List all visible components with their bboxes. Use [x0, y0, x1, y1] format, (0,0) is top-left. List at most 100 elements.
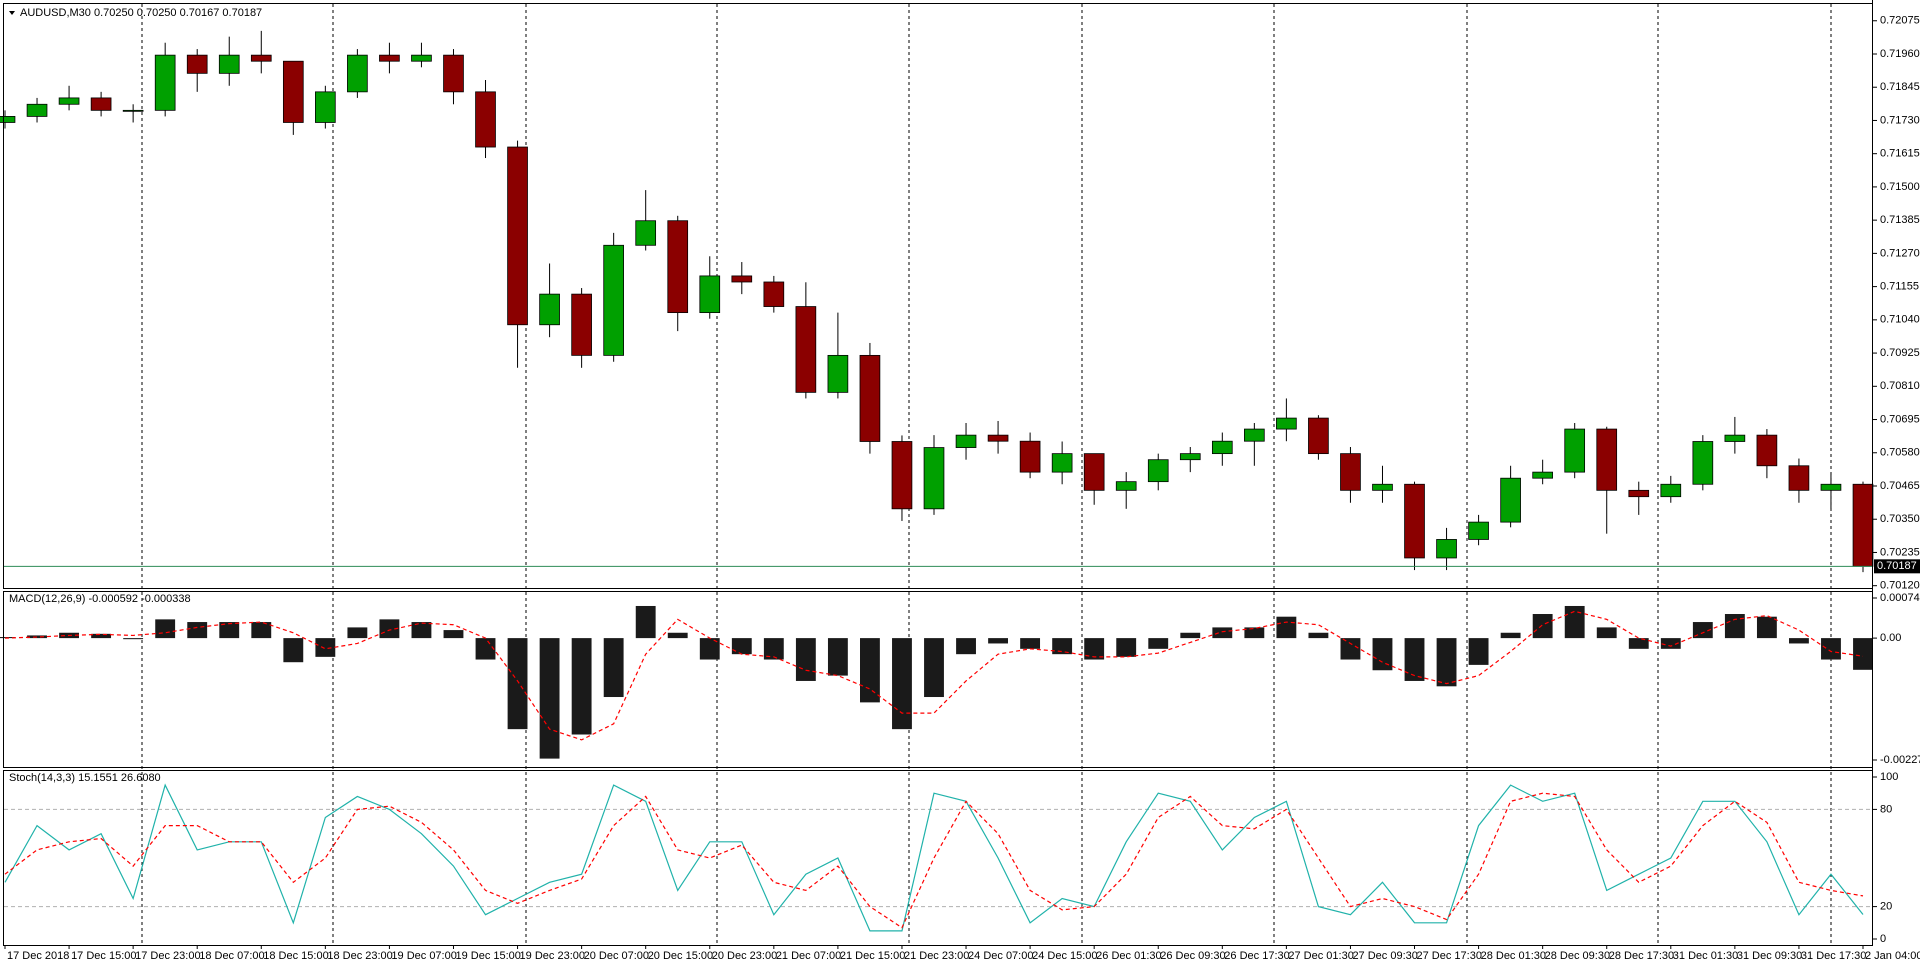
- y-tick-label: 0.70925: [1880, 347, 1920, 359]
- macd-bar: [1628, 638, 1649, 649]
- macd-bar: [91, 633, 112, 639]
- macd-bar: [699, 638, 720, 660]
- macd-bar: [860, 638, 880, 703]
- x-tick-label: 2 Jan 04:00: [1865, 950, 1920, 962]
- candle-body: [859, 354, 881, 442]
- x-tick-label: 18 Dec 07:00: [199, 950, 264, 962]
- y-tick-label: 100: [1880, 771, 1898, 783]
- x-tick-label: 19 Dec 15:00: [455, 950, 520, 962]
- x-tick-label: 21 Dec 23:00: [904, 950, 969, 962]
- candle-body: [315, 91, 336, 123]
- last-price-box: [1874, 559, 1920, 574]
- candle-body: [1820, 483, 1842, 491]
- macd-bar: [956, 638, 976, 655]
- x-tick-label: 24 Dec 07:00: [968, 950, 1033, 962]
- candle-body: [1692, 441, 1714, 485]
- y-tick-label: 0.71270: [1880, 247, 1920, 259]
- candle-body: [1083, 453, 1105, 491]
- macd-bar: [123, 638, 144, 640]
- macd-bar: [763, 638, 784, 660]
- y-tick-label: 0.70465: [1880, 480, 1920, 492]
- macd-bar: [1821, 638, 1841, 660]
- y-tick-label: 0.70695: [1880, 413, 1920, 425]
- y-tick-label: 0.71730: [1880, 114, 1920, 126]
- macd-bar: [1212, 627, 1233, 639]
- candle-body: [1019, 440, 1041, 473]
- macd-header: MACD(12,26,9) -0.000592 -0.000338: [9, 593, 191, 605]
- macd-bar: [827, 638, 848, 676]
- macd-bar: [251, 622, 272, 639]
- candle-body: [1308, 417, 1329, 455]
- x-tick-label: 27 Dec 17:30: [1417, 950, 1482, 962]
- x-tick-label: 28 Dec 09:30: [1545, 950, 1610, 962]
- x-tick-label: 20 Dec 07:00: [584, 950, 649, 962]
- candle-body: [955, 434, 977, 448]
- candle-body: [90, 97, 112, 111]
- y-tick-label: 0.70580: [1880, 447, 1920, 459]
- y-tick-label: 0.70350: [1880, 513, 1920, 525]
- macd-bar: [1084, 638, 1105, 660]
- y-tick-label: 20: [1880, 901, 1892, 913]
- candle-body: [282, 60, 304, 123]
- macd-bar: [443, 630, 464, 639]
- macd-bar: [219, 622, 240, 639]
- candle-body: [699, 275, 721, 314]
- macd-bar: [635, 605, 656, 639]
- candle-body: [443, 54, 464, 93]
- macd-bar: [475, 638, 496, 660]
- macd-bar: [1116, 638, 1137, 657]
- y-tick-label: 0.71155: [1880, 281, 1919, 293]
- macd-bar: [1404, 638, 1425, 681]
- macd-bar: [731, 638, 752, 655]
- y-tick-label: 0.71960: [1880, 48, 1920, 60]
- candle-body: [186, 54, 208, 74]
- x-tick-label: 24 Dec 15:00: [1032, 950, 1097, 962]
- macd-bar: [315, 638, 336, 657]
- candle-body: [1244, 428, 1265, 442]
- candle-body: [667, 220, 689, 314]
- candle-body: [1564, 428, 1586, 473]
- candle-body: [731, 275, 753, 283]
- y-tick-label: 0.71500: [1880, 181, 1920, 193]
- x-tick-label: 17 Dec 2018: [7, 950, 69, 962]
- y-tick-label: 80: [1880, 803, 1892, 815]
- candle-body: [347, 54, 368, 93]
- x-tick-label: 20 Dec 15:00: [648, 950, 713, 962]
- candle-body: [1404, 483, 1425, 559]
- macd-bar: [1052, 638, 1073, 655]
- candle-body: [475, 91, 496, 148]
- x-tick-label: 27 Dec 01:30: [1288, 950, 1353, 962]
- x-tick-label: 17 Dec 23:00: [135, 950, 200, 962]
- y-tick-label: 0: [1880, 933, 1886, 945]
- candle-body: [0, 116, 16, 123]
- y-tick-label: 0.71385: [1880, 214, 1920, 226]
- candle-body: [1372, 483, 1393, 491]
- macd-bar: [1853, 638, 1873, 670]
- y-tick-label: 0.71040: [1880, 314, 1920, 326]
- y-tick-label: 0.72075: [1880, 15, 1920, 27]
- candle-body: [827, 354, 849, 393]
- macd-bar: [1276, 616, 1297, 639]
- macd-bar: [1148, 638, 1169, 649]
- y-tick-label: 0.71845: [1880, 81, 1920, 93]
- candle-body: [379, 54, 400, 62]
- macd-bar: [1340, 638, 1361, 660]
- macd-bar: [892, 638, 912, 730]
- macd-bar: [1180, 632, 1201, 639]
- macd-bar: [1692, 622, 1713, 639]
- x-tick-label: 26 Dec 09:30: [1160, 950, 1225, 962]
- candle-body: [1051, 453, 1073, 473]
- macd-bar: [1244, 627, 1265, 639]
- indicator-line: [4, 792, 1864, 929]
- candle-body: [1147, 459, 1169, 483]
- candle-body: [1788, 465, 1810, 491]
- macd-bar: [187, 622, 208, 639]
- x-tick-label: 19 Dec 07:00: [391, 950, 456, 962]
- indicator-line: [4, 610, 1864, 741]
- macd-bar: [795, 638, 816, 681]
- macd-bar: [1436, 638, 1457, 687]
- macd-bar: [667, 632, 688, 639]
- x-tick-label: 28 Dec 17:30: [1609, 950, 1674, 962]
- candle-body: [1500, 477, 1521, 523]
- candle-body: [411, 54, 432, 62]
